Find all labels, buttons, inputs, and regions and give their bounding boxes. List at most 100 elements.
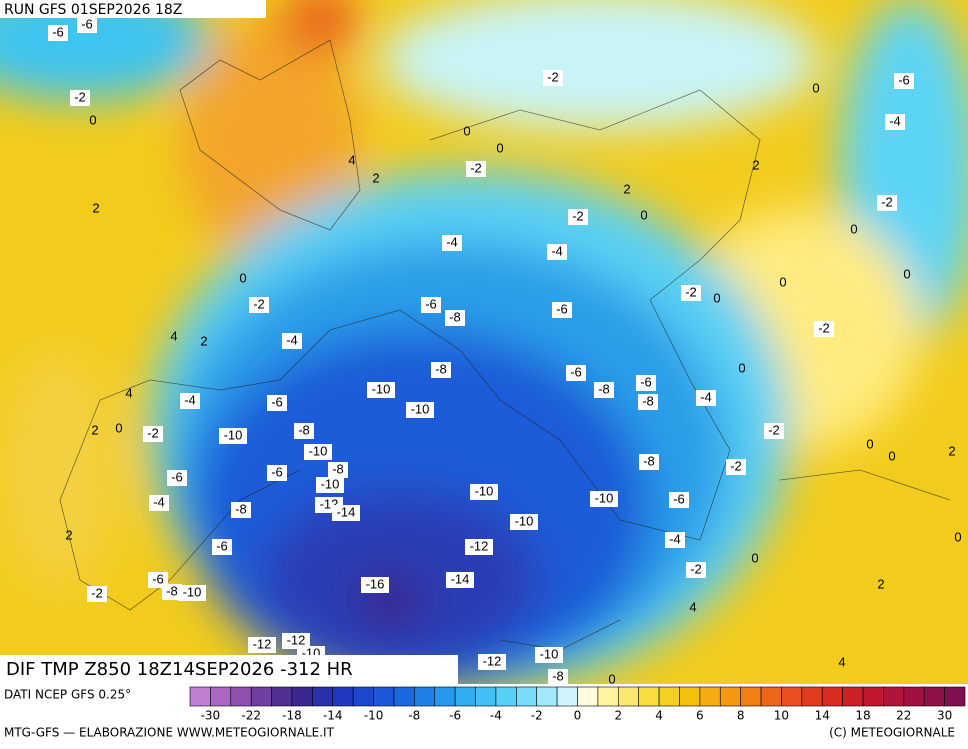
contour-label: 2 [92, 200, 99, 215]
label-box [249, 297, 269, 313]
color-swatch [597, 686, 619, 707]
label-box [70, 90, 90, 106]
contour-label: -2 [91, 585, 103, 600]
color-swatch [332, 686, 354, 707]
color-swatch [352, 686, 374, 707]
color-swatch [760, 686, 782, 707]
contour-label: -2 [547, 69, 559, 84]
color-swatch [312, 686, 334, 707]
colorbar-tick: 30 [937, 709, 952, 723]
contour-label: -6 [673, 491, 685, 506]
colorbar-tick: -18 [282, 709, 302, 723]
color-swatch [210, 686, 232, 707]
contour-label: -2 [690, 561, 702, 576]
color-swatch [699, 686, 721, 707]
contour-label: 0 [751, 550, 758, 565]
contour-label: 0 [954, 529, 961, 544]
contour-label: -6 [425, 296, 437, 311]
contour-label: -4 [446, 234, 458, 249]
label-box [446, 572, 474, 588]
label-box [465, 539, 493, 555]
contour-label: 2 [91, 422, 98, 437]
label-box [332, 505, 360, 521]
color-swatch [617, 686, 639, 707]
label-box [431, 362, 451, 378]
contour-label: -4 [889, 113, 901, 128]
contour-label: -8 [552, 668, 564, 683]
colorbar-tick: -2 [531, 709, 543, 723]
label-box [686, 562, 706, 578]
colorbar-tick: 2 [614, 709, 622, 723]
label-box [442, 235, 462, 251]
label-box [636, 375, 656, 391]
label-box [638, 394, 658, 410]
label-box [328, 462, 348, 478]
label-box [510, 514, 538, 530]
label-box [696, 390, 716, 406]
color-swatch [271, 686, 293, 707]
contour-label: -10 [475, 483, 494, 498]
label-box [77, 17, 97, 33]
contour-label: -6 [81, 16, 93, 31]
label-box [267, 395, 287, 411]
label-box [669, 492, 689, 508]
colorbar-tick: 22 [896, 709, 911, 723]
contour-label: -12 [483, 653, 502, 668]
contour-label: -2 [818, 320, 830, 335]
contour-label: 0 [713, 290, 720, 305]
color-swatch [679, 686, 701, 707]
contour-label: -2 [572, 208, 584, 223]
label-box [594, 382, 614, 398]
color-swatch [536, 686, 558, 707]
contour-label: -4 [551, 243, 563, 258]
label-box [282, 633, 310, 649]
label-box [149, 495, 169, 511]
credit: MTG-GFS — ELABORAZIONE WWW.METEOGIORNALE… [4, 726, 335, 740]
contour-label: -8 [235, 501, 247, 516]
label-box [548, 669, 568, 685]
colorbar-tick: 6 [696, 709, 704, 723]
color-swatch [883, 686, 905, 707]
contour-label: -12 [253, 636, 272, 651]
label-box [231, 502, 251, 518]
colorbar-tick: -14 [323, 709, 343, 723]
contour-label: -10 [411, 401, 430, 416]
label-box [294, 423, 314, 439]
color-swatch [291, 686, 313, 707]
label-box [267, 465, 287, 481]
contour-label: -6 [152, 571, 164, 586]
color-swatch [373, 686, 395, 707]
color-swatch [475, 686, 497, 707]
contour-label: 0 [608, 671, 615, 686]
label-box [568, 209, 588, 225]
contour-label: -10 [595, 490, 614, 505]
contour-label: -2 [730, 458, 742, 473]
contour-label: 0 [738, 360, 745, 375]
color-swatch [516, 686, 538, 707]
color-swatch [719, 686, 741, 707]
contour-label: -10 [515, 513, 534, 528]
contour-label: 0 [89, 112, 96, 127]
contour-label: -10 [372, 381, 391, 396]
contour-label: -2 [685, 284, 697, 299]
contour-label: 0 [866, 436, 873, 451]
label-box [814, 321, 834, 337]
contour-label: 4 [348, 152, 355, 167]
contour-label: -6 [52, 24, 64, 39]
colorbar-tick: -10 [364, 709, 384, 723]
contour-label: -10 [540, 646, 559, 661]
colorbar: -30 -22 -18 -14 -10 -8 -6 -4 -2 0 2 4 6 8 10 14 18 22 30 [189, 686, 966, 723]
contour-label: 2 [877, 576, 884, 591]
label-box [212, 539, 232, 555]
color-swatch [842, 686, 864, 707]
color-swatch [250, 686, 272, 707]
color-swatch [740, 686, 762, 707]
contour-label: -2 [470, 160, 482, 175]
label-box [167, 470, 187, 486]
label-box [248, 637, 276, 653]
contour-label: -6 [556, 301, 568, 316]
label-box [535, 647, 563, 663]
contour-label: -6 [216, 538, 228, 553]
contour-label: 4 [125, 385, 132, 400]
label-box [466, 161, 486, 177]
